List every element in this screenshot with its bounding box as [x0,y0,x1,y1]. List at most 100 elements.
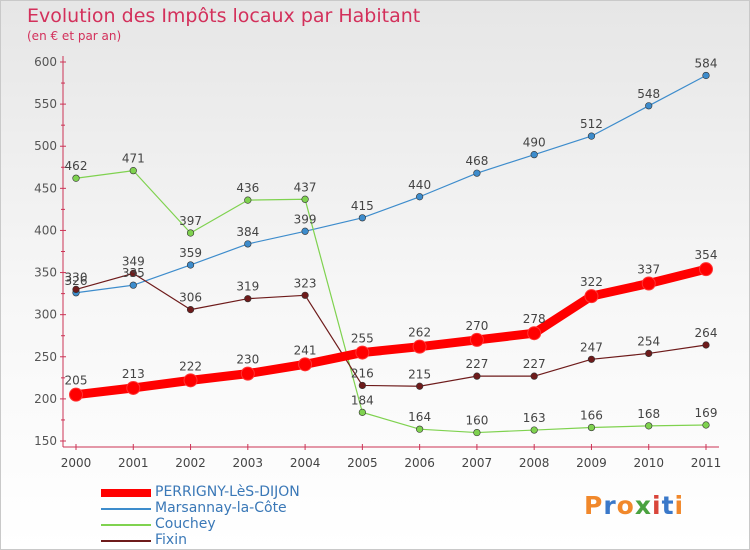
data-point [244,196,252,204]
data-point [645,349,653,358]
data-point [473,372,481,380]
data-label: 215 [408,367,431,381]
series-layer [69,71,713,437]
data-point [416,193,424,201]
y-tick-label: 550 [34,97,57,111]
data-label: 254 [637,334,660,348]
y-tick-label: 450 [34,181,57,195]
data-label: 399 [294,212,317,226]
data-point [129,167,137,175]
data-label: 548 [637,87,660,101]
data-label: 323 [294,276,317,290]
logo-letter: i [674,491,685,520]
data-label: 169 [695,406,718,420]
data-point [301,195,309,203]
x-tick-label: 2005 [347,456,378,470]
x-tick-label: 2011 [691,456,722,470]
data-point [416,382,424,390]
data-label: 490 [523,136,546,150]
data-point [702,71,710,80]
data-point [244,295,252,303]
data-point [186,306,195,314]
data-point [702,421,710,429]
chart-title: Evolution des Impôts locaux par Habitant [27,5,421,27]
logo-letter: i [652,491,662,520]
legend-swatch [101,508,151,510]
data-label: 166 [580,409,603,423]
x-tick-label: 2004 [290,456,321,470]
data-label: 322 [580,275,603,289]
y-tick-label: 500 [34,139,57,153]
x-tick-label: 2008 [519,456,550,470]
data-point [587,423,596,432]
data-point [469,332,484,347]
data-point [530,372,538,380]
data-label: 227 [523,357,546,371]
logo-letter: t [661,491,675,520]
data-point [473,169,481,177]
y-tick-label: 400 [34,223,57,237]
data-point [186,229,195,237]
x-tick-label: 2010 [633,456,664,470]
data-label: 230 [236,353,259,367]
data-point [129,269,137,277]
x-tick-label: 2007 [462,456,493,470]
legend-swatch [101,524,151,526]
data-label: 330 [65,270,88,284]
series-line [75,74,707,294]
data-label: 319 [236,280,259,294]
logo-letter: o [616,491,635,520]
logo-letter: r [603,491,617,520]
data-label: 213 [122,367,145,381]
data-label: 471 [122,152,145,166]
data-point [186,261,195,269]
data-label: 216 [351,366,374,380]
data-label: 163 [523,411,546,425]
y-tick-label: 350 [34,266,57,280]
data-label: 160 [465,414,488,428]
x-tick-label: 2006 [404,456,435,470]
x-tick-label: 2001 [118,456,149,470]
data-point [301,291,309,299]
data-point [702,341,710,349]
data-point [641,276,656,291]
y-tick-label: 600 [34,55,57,69]
y-tick-label: 150 [34,434,57,448]
data-label: 512 [580,117,603,131]
y-tick-label: 200 [34,392,57,406]
data-label: 384 [236,225,259,239]
data-point [416,425,424,433]
data-point [72,174,80,182]
data-point [183,373,198,388]
data-label: 184 [351,393,374,407]
data-point [355,345,370,360]
data-label: 164 [408,410,431,424]
axes: 150 200 250 300 350 400 450 500 550 600 2000 2001 20… [34,55,721,470]
data-label: 222 [179,359,202,373]
series-line [71,264,711,400]
data-label: 168 [637,407,660,421]
series-line [75,272,707,387]
data-label: 359 [179,246,202,260]
data-label: 436 [236,181,259,195]
logo-letter: x [634,491,652,520]
data-point [473,428,481,437]
data-point [412,339,427,354]
data-label: 354 [695,248,718,262]
x-tick-label: 2003 [233,456,264,470]
data-label: 255 [351,332,374,346]
data-point [298,357,313,372]
logo-letter: P [584,491,604,520]
data-label: 227 [465,357,488,371]
data-point [527,326,542,341]
data-label: 264 [695,326,718,340]
data-point [587,132,596,140]
legend-swatch [101,489,151,497]
data-point [699,262,713,277]
x-tick-label: 2002 [175,456,206,470]
data-label: 247 [580,340,603,354]
data-label: 584 [695,56,718,70]
data-label: 278 [523,312,546,326]
data-label: 349 [122,254,145,268]
